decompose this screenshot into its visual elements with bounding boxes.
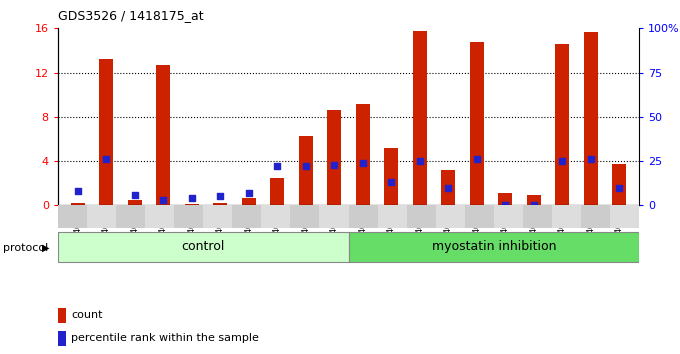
Point <box>500 202 511 208</box>
Bar <box>71 203 85 205</box>
Bar <box>145 205 174 228</box>
Bar <box>552 205 581 228</box>
Text: ▶: ▶ <box>42 243 50 253</box>
Point <box>301 164 311 169</box>
Bar <box>526 195 541 205</box>
Bar <box>583 32 598 205</box>
Bar <box>441 170 456 205</box>
Point <box>329 162 340 167</box>
Bar <box>290 205 320 228</box>
Point <box>186 195 197 201</box>
Bar <box>213 203 227 205</box>
Point <box>357 160 368 166</box>
Bar <box>116 205 145 228</box>
Bar <box>555 44 569 205</box>
Bar <box>58 232 348 262</box>
Point <box>443 185 454 190</box>
Text: GDS3526 / 1418175_at: GDS3526 / 1418175_at <box>58 9 203 22</box>
Point <box>101 156 112 162</box>
Bar <box>185 204 199 205</box>
Bar <box>356 104 370 205</box>
Bar <box>612 164 626 205</box>
Bar <box>494 205 523 228</box>
Bar <box>174 205 203 228</box>
Bar <box>99 59 114 205</box>
Point <box>158 197 169 203</box>
Bar <box>241 198 256 205</box>
Point <box>129 192 140 198</box>
Bar <box>413 30 427 205</box>
Bar <box>261 205 290 228</box>
Point <box>585 156 596 162</box>
Text: myostatin inhibition: myostatin inhibition <box>432 240 556 253</box>
Bar <box>349 232 639 262</box>
Bar <box>581 205 610 228</box>
Bar <box>349 205 377 228</box>
Bar <box>233 205 261 228</box>
Bar <box>128 200 142 205</box>
Bar <box>58 205 87 228</box>
Point <box>386 179 396 185</box>
Bar <box>58 331 66 346</box>
Bar <box>58 308 66 323</box>
Point <box>557 158 568 164</box>
Bar <box>436 205 465 228</box>
Bar <box>327 110 341 205</box>
Text: percentile rank within the sample: percentile rank within the sample <box>71 333 259 343</box>
Bar <box>465 205 494 228</box>
Point <box>215 194 226 199</box>
Bar <box>299 136 313 205</box>
Bar <box>203 205 233 228</box>
Bar <box>320 205 349 228</box>
Bar <box>523 205 552 228</box>
Point <box>414 158 425 164</box>
Bar <box>270 178 284 205</box>
Point <box>72 188 83 194</box>
Point <box>243 190 254 196</box>
Text: count: count <box>71 310 103 320</box>
Bar <box>498 193 512 205</box>
Text: control: control <box>182 240 225 253</box>
Point <box>471 156 482 162</box>
Bar <box>610 205 639 228</box>
Point <box>614 185 625 190</box>
Bar <box>470 42 484 205</box>
Bar <box>384 148 398 205</box>
Point <box>272 164 283 169</box>
Bar <box>377 205 407 228</box>
Bar <box>156 65 171 205</box>
Bar <box>87 205 116 228</box>
Point <box>528 202 539 208</box>
Text: protocol: protocol <box>3 243 49 253</box>
Bar <box>407 205 436 228</box>
